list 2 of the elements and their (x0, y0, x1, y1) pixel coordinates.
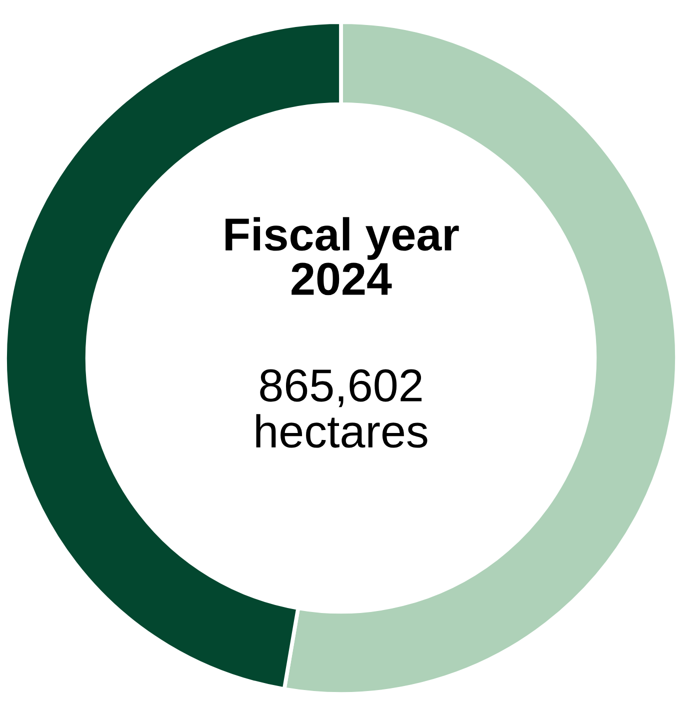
text: Fiscal year 2024 (226, 217, 459, 296)
text: 865,602 hectares (256, 369, 428, 448)
